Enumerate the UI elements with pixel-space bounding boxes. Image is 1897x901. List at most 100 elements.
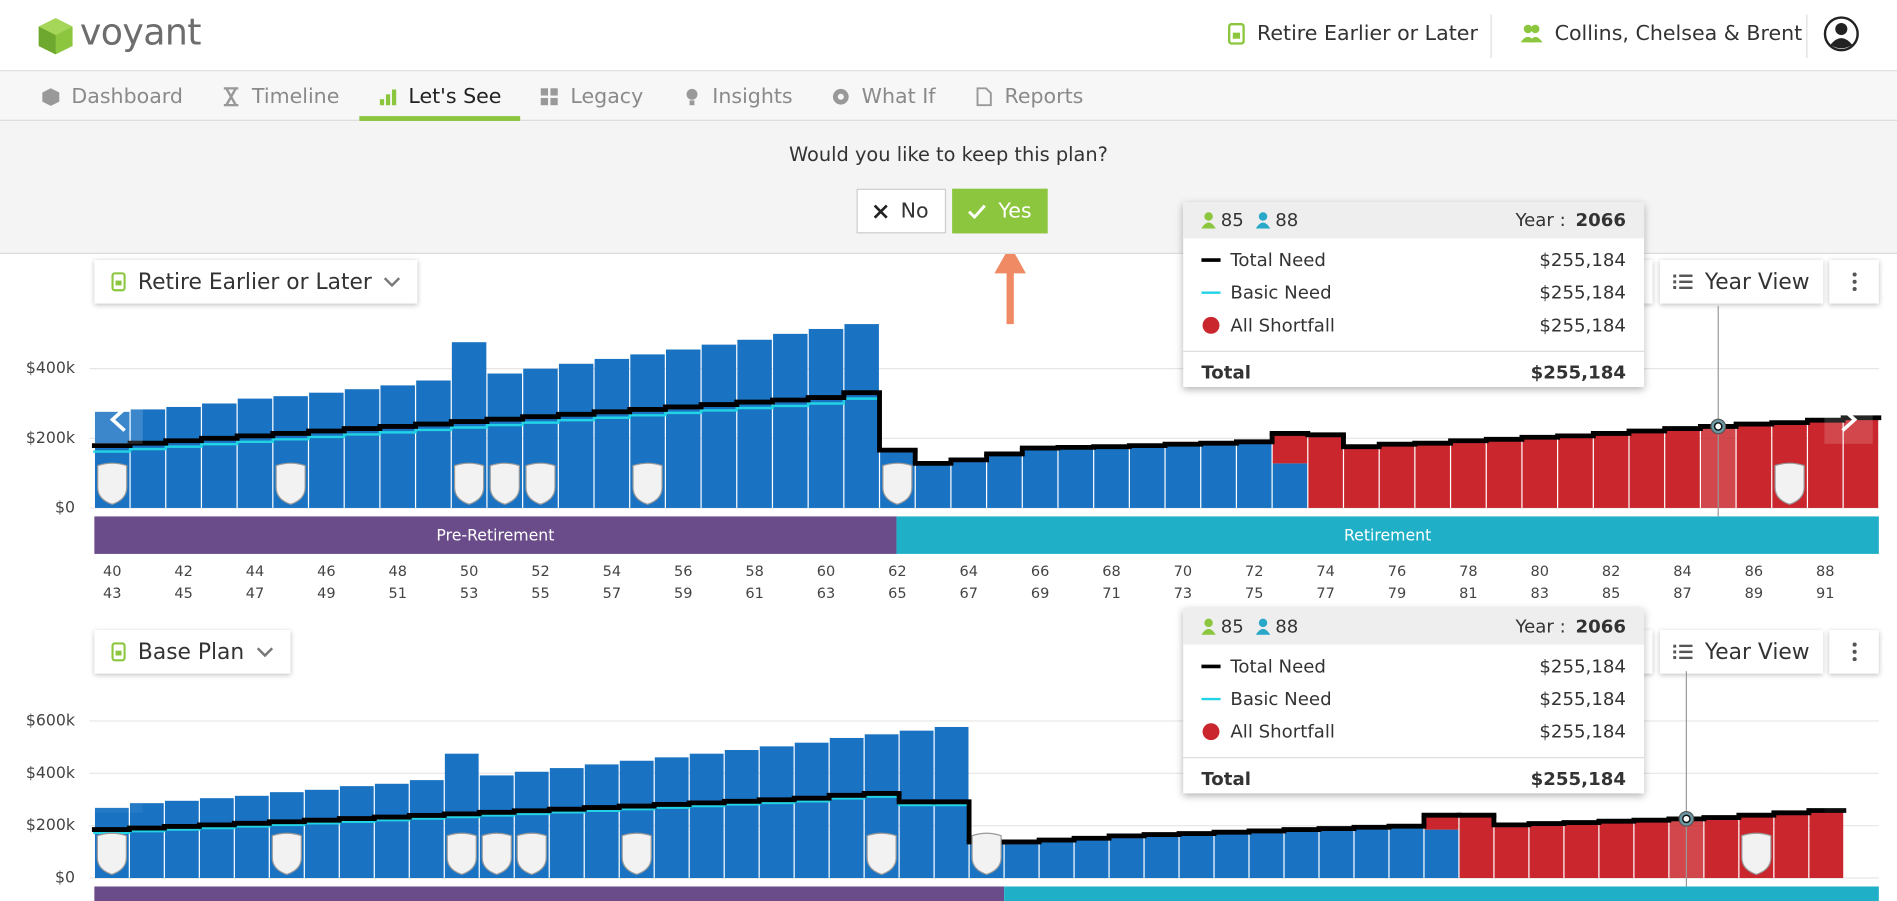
x-tick-label: 65 xyxy=(888,586,906,602)
tooltip-header: 85 88 Year : 2066 xyxy=(1183,608,1645,645)
bar xyxy=(1634,820,1669,879)
nav-item[interactable]: Let's See xyxy=(358,71,521,121)
milestone-shield xyxy=(1741,832,1772,876)
x-tick-label: 54 xyxy=(603,564,621,580)
nav-label: Reports xyxy=(1004,84,1084,109)
milestone-shield xyxy=(97,462,128,505)
bar xyxy=(1665,428,1700,508)
legend-name: All Shortfall xyxy=(1230,313,1335,336)
bar xyxy=(1165,444,1201,508)
legend-name: Total Need xyxy=(1230,654,1326,677)
x-tick-label: 86 xyxy=(1745,564,1763,580)
more-button[interactable] xyxy=(1829,630,1879,674)
scenario-dropdown[interactable]: Retire Earlier or Later xyxy=(94,260,418,304)
milestone-shield xyxy=(446,832,477,876)
age: 85 xyxy=(1220,615,1244,638)
yes-button[interactable]: Yes xyxy=(952,188,1048,234)
bar xyxy=(416,380,451,508)
bar xyxy=(1354,827,1389,879)
y-tick-label: $200k xyxy=(26,428,76,447)
client-selector[interactable]: Collins, Chelsea & Brent xyxy=(1520,22,1802,46)
bar xyxy=(794,742,829,879)
bar xyxy=(339,786,374,879)
bar xyxy=(773,333,808,508)
nav-label: Insights xyxy=(712,84,793,109)
person-icon xyxy=(1201,618,1216,635)
milestone-shield xyxy=(882,462,913,505)
milestone-shield xyxy=(481,832,512,876)
bar xyxy=(654,757,689,879)
bar xyxy=(584,764,619,879)
nav-item[interactable]: Timeline xyxy=(202,71,358,121)
legend-name: Total Need xyxy=(1230,248,1326,271)
bar xyxy=(594,358,630,508)
x-tick-label: 58 xyxy=(745,564,763,580)
dots-icon xyxy=(1851,272,1857,292)
nav-item[interactable]: Dashboard xyxy=(22,71,203,121)
phase-label: Retirement xyxy=(1344,525,1431,544)
bar xyxy=(1415,443,1450,508)
bar xyxy=(665,349,701,508)
x-tick-label: 88 xyxy=(1816,564,1834,580)
plan-icon xyxy=(1227,22,1245,45)
bar xyxy=(1494,824,1529,879)
bar xyxy=(1004,841,1039,879)
bar xyxy=(1144,834,1179,879)
tooltip-total: Total $255,184 xyxy=(1183,757,1645,799)
x-tick-label: 82 xyxy=(1602,564,1620,580)
bar xyxy=(1201,443,1236,508)
tooltip-row: Basic Need $255,184 xyxy=(1183,682,1644,715)
phase-band xyxy=(94,886,1005,901)
nav-item[interactable]: Insights xyxy=(663,71,812,121)
nav-bar: Dashboard Timeline Let's See Legacy Insights… xyxy=(0,71,1897,121)
bar xyxy=(1809,810,1844,879)
tooltip-value: $255,184 xyxy=(1539,248,1626,271)
y-tick-label: $600k xyxy=(26,710,76,729)
x-tick-label: 40 xyxy=(103,564,121,580)
x-tick-label: 59 xyxy=(674,586,692,602)
bar xyxy=(309,392,344,508)
logo[interactable]: voyant xyxy=(79,12,202,55)
bar xyxy=(1459,815,1494,879)
bar xyxy=(1774,812,1809,879)
nav-item[interactable]: What If xyxy=(812,71,955,121)
tooltip-value: $255,184 xyxy=(1539,281,1626,303)
scenario-dropdown[interactable]: Base Plan xyxy=(94,630,291,674)
milestone-shield xyxy=(96,832,127,876)
year-view-button[interactable]: Year View xyxy=(1659,260,1824,304)
nav-item[interactable]: Reports xyxy=(955,71,1103,121)
nav-icon xyxy=(833,88,849,105)
plan-icon xyxy=(111,272,126,292)
bar xyxy=(129,803,164,879)
legend-name: Basic Need xyxy=(1230,687,1332,710)
plan-selector[interactable]: Retire Earlier or Later xyxy=(1227,22,1478,46)
bar xyxy=(951,459,986,508)
scenario-name: Base Plan xyxy=(137,639,245,665)
bar xyxy=(1272,433,1308,464)
total-value: $255,184 xyxy=(1530,767,1626,790)
x-tick-label: 50 xyxy=(460,564,478,580)
logo-mark xyxy=(38,18,73,55)
nav-item[interactable]: Legacy xyxy=(521,71,663,121)
year-view-button[interactable]: Year View xyxy=(1659,630,1824,674)
more-button[interactable] xyxy=(1829,260,1879,304)
bar xyxy=(987,453,1022,508)
year-view-label: Year View xyxy=(1704,269,1810,295)
scenario-name: Retire Earlier or Later xyxy=(137,269,372,295)
avatar[interactable] xyxy=(1823,16,1859,52)
bar xyxy=(724,750,759,879)
milestone-shield xyxy=(525,462,556,505)
age: 88 xyxy=(1275,209,1299,231)
no-button[interactable]: No xyxy=(856,188,947,234)
separator xyxy=(1490,14,1492,59)
carousel-arrow-bg xyxy=(1824,764,1873,813)
x-tick-label: 57 xyxy=(603,586,621,602)
bar xyxy=(1704,817,1739,879)
x-tick-label: 79 xyxy=(1388,586,1406,602)
list-icon xyxy=(1673,274,1693,290)
carousel-arrow xyxy=(109,776,126,801)
x-tick-label: 62 xyxy=(888,564,906,580)
tooltip-value: $255,184 xyxy=(1539,313,1626,336)
x-tick-label: 48 xyxy=(388,564,406,580)
